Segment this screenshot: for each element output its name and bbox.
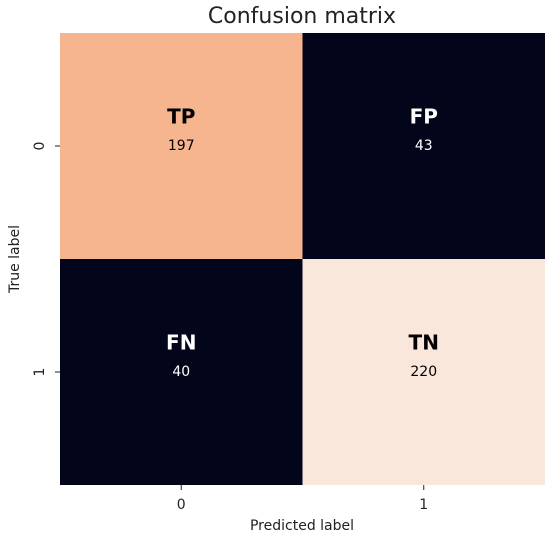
heatmap-cell (60, 259, 303, 485)
x-tick-label: 1 (419, 497, 428, 513)
heatmap-cell (302, 259, 545, 485)
y-tick-label: 0 (32, 142, 48, 151)
cell-label: FN (166, 331, 196, 355)
x-tick-label: 0 (177, 497, 186, 513)
y-axis-label: True label (7, 225, 23, 294)
cell-value: 197 (168, 138, 195, 154)
cell-label: TP (167, 105, 195, 129)
cell-label: FP (410, 105, 438, 129)
heatmap-cell (60, 33, 303, 259)
heatmap-cell (302, 33, 545, 259)
chart-title: Confusion matrix (208, 4, 396, 29)
y-tick-label: 1 (32, 368, 48, 377)
cell-value: 43 (415, 138, 433, 154)
cell-value: 40 (172, 364, 190, 380)
x-axis-label: Predicted label (250, 518, 354, 534)
cell-value: 220 (410, 364, 437, 380)
cell-label: TN (409, 331, 439, 355)
